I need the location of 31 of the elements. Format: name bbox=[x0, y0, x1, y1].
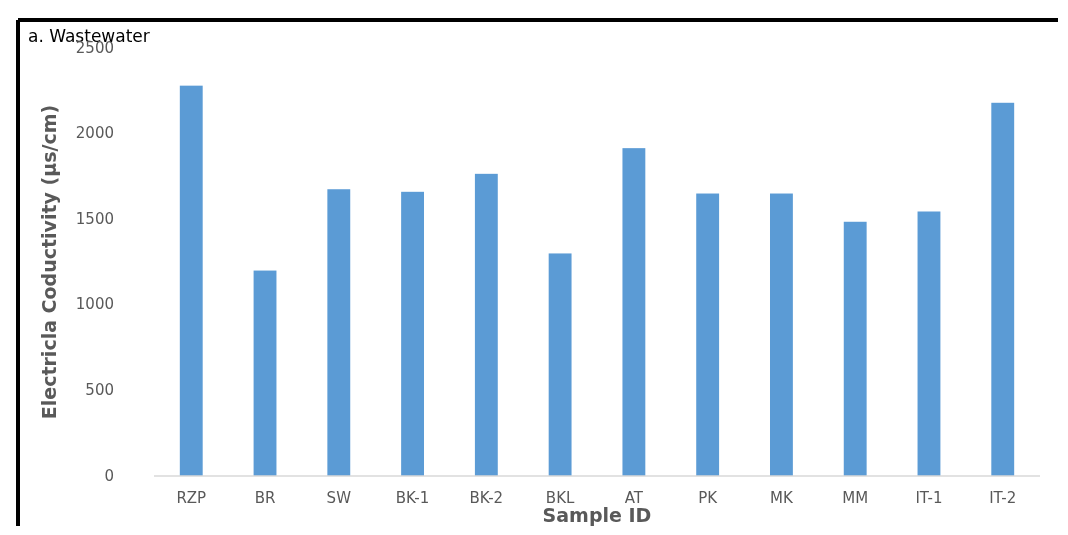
bar bbox=[474, 173, 498, 476]
x-tick-label: BKL bbox=[545, 488, 575, 507]
x-tick-label: PK bbox=[698, 488, 719, 507]
x-tick-label: IT-2 bbox=[989, 488, 1017, 507]
bar bbox=[696, 193, 720, 476]
bar bbox=[843, 221, 867, 476]
x-tick-label: BR bbox=[254, 488, 276, 507]
y-tick-label: 2000 bbox=[75, 124, 114, 143]
y-tick-label: 0 bbox=[104, 466, 114, 485]
x-tick-label: BK-1 bbox=[395, 488, 430, 507]
x-tick-label: MM bbox=[842, 488, 869, 507]
bar bbox=[253, 270, 277, 476]
y-axis-title: Electricla Coductivity (µs/cm) bbox=[38, 104, 60, 420]
bar bbox=[770, 193, 793, 476]
bar bbox=[991, 102, 1015, 476]
bar bbox=[327, 189, 351, 476]
y-tick-label: 1500 bbox=[75, 209, 114, 228]
x-tick-label: BK-2 bbox=[469, 488, 504, 507]
bar bbox=[401, 191, 425, 476]
y-tick-label: 500 bbox=[85, 380, 114, 399]
x-tick-label: AT bbox=[624, 488, 644, 507]
y-tick-label: 1000 bbox=[75, 295, 114, 314]
x-tick-label: SW bbox=[326, 488, 352, 507]
x-tick-label: IT-1 bbox=[915, 488, 943, 507]
bar bbox=[917, 211, 941, 476]
x-tick-label: RZP bbox=[176, 488, 207, 507]
bar bbox=[548, 253, 572, 476]
x-tick-label: MK bbox=[770, 488, 794, 507]
x-axis-title: Sample ID bbox=[542, 504, 652, 526]
bar bbox=[622, 148, 646, 476]
bar bbox=[179, 85, 203, 476]
